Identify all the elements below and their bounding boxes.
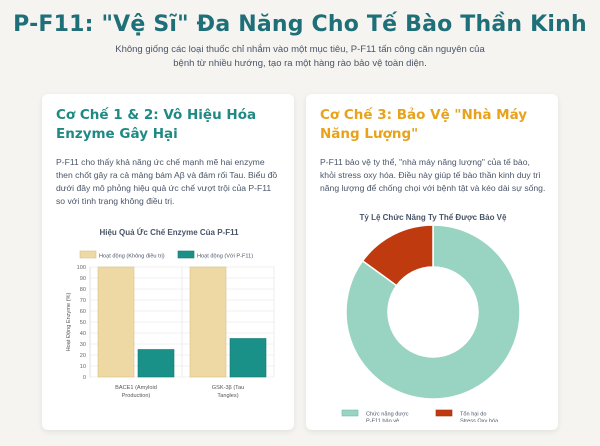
page-title: P-F11: "Vệ Sĩ" Đa Năng Cho Tế Bào Thần K… — [13, 12, 587, 37]
x-tick-label: BACE1 (Amyloid — [115, 385, 157, 391]
y-axis-label: Hoạt Động Enzyme (%) — [66, 292, 72, 351]
y-tick-label: 60 — [80, 309, 86, 315]
legend-label: Hoạt động (Với P-F11) — [197, 254, 253, 260]
y-tick-label: 0 — [83, 375, 86, 381]
donut-slice — [345, 224, 521, 400]
y-tick-label: 70 — [80, 298, 86, 304]
mitochondria-chart: Tỷ Lệ Chức Năng Ty Thể Được Bảo Vệ Chức … — [320, 213, 546, 427]
page-subtitle: Không giống các loại thuốc chỉ nhắm vào … — [115, 44, 485, 69]
mitochondria-mechanism-card: Cơ Chế 3: Bảo Vệ "Nhà Máy Năng Lượng" P-… — [306, 94, 558, 430]
legend-label: Tổn hại do — [460, 411, 486, 418]
y-tick-label: 30 — [80, 342, 86, 348]
enzyme-mechanism-card: Cơ Chế 1 & 2: Vô Hiệu Hóa Enzyme Gây Hại… — [42, 94, 294, 430]
enzyme-card-title: Cơ Chế 1 & 2: Vô Hiệu Hóa Enzyme Gây Hại — [56, 107, 257, 142]
legend-swatch — [177, 250, 195, 259]
legend-swatch — [79, 250, 97, 259]
y-tick-label: 90 — [80, 276, 86, 282]
legend-label: Chức năng được — [366, 412, 409, 418]
y-tick-label: 100 — [77, 265, 86, 271]
donut-slice — [361, 224, 434, 287]
x-tick-label: Production) — [122, 393, 151, 399]
page-header: P-F11: "Vệ Sĩ" Đa Năng Cho Tế Bào Thần K… — [0, 0, 600, 71]
legend-label: Stress Oxy hóa — [460, 419, 499, 423]
bar — [97, 266, 135, 378]
enzyme-chart: Hiệu Quả Ức Chế Enzyme Của P-F11 Hoạt độ… — [56, 228, 282, 430]
legend-swatch — [435, 409, 453, 417]
y-tick-label: 80 — [80, 287, 86, 293]
legend-label: P-F11 bảo vệ — [366, 419, 399, 423]
mitochondria-card-text: P-F11 bảo vệ ty thể, "nhà máy năng lượng… — [320, 157, 546, 193]
bar — [137, 349, 175, 378]
x-tick-label: GSK-3β (Tau — [212, 385, 244, 391]
enzyme-chart-title: Hiệu Quả Ức Chế Enzyme Của P-F11 — [99, 228, 239, 237]
bar — [229, 338, 267, 378]
y-tick-label: 40 — [80, 331, 86, 337]
mitochondria-card-title: Cơ Chế 3: Bảo Vệ "Nhà Máy Năng Lượng" — [320, 107, 528, 142]
x-tick-label: Tangles) — [217, 393, 238, 399]
y-tick-label: 50 — [80, 320, 86, 326]
bar — [189, 266, 227, 378]
legend-label: Hoạt động (Không điều trị) — [99, 254, 165, 260]
enzyme-bar-chart: Hoạt động (Không điều trị) Hoạt động (Với… — [66, 250, 275, 399]
enzyme-card-text: P-F11 cho thấy khả năng ức chế mạnh mẽ h… — [56, 157, 278, 206]
y-tick-label: 10 — [80, 364, 86, 370]
mitochondria-chart-title: Tỷ Lệ Chức Năng Ty Thể Được Bảo Vệ — [359, 213, 507, 222]
legend-swatch — [341, 409, 359, 417]
y-tick-label: 20 — [80, 353, 86, 359]
